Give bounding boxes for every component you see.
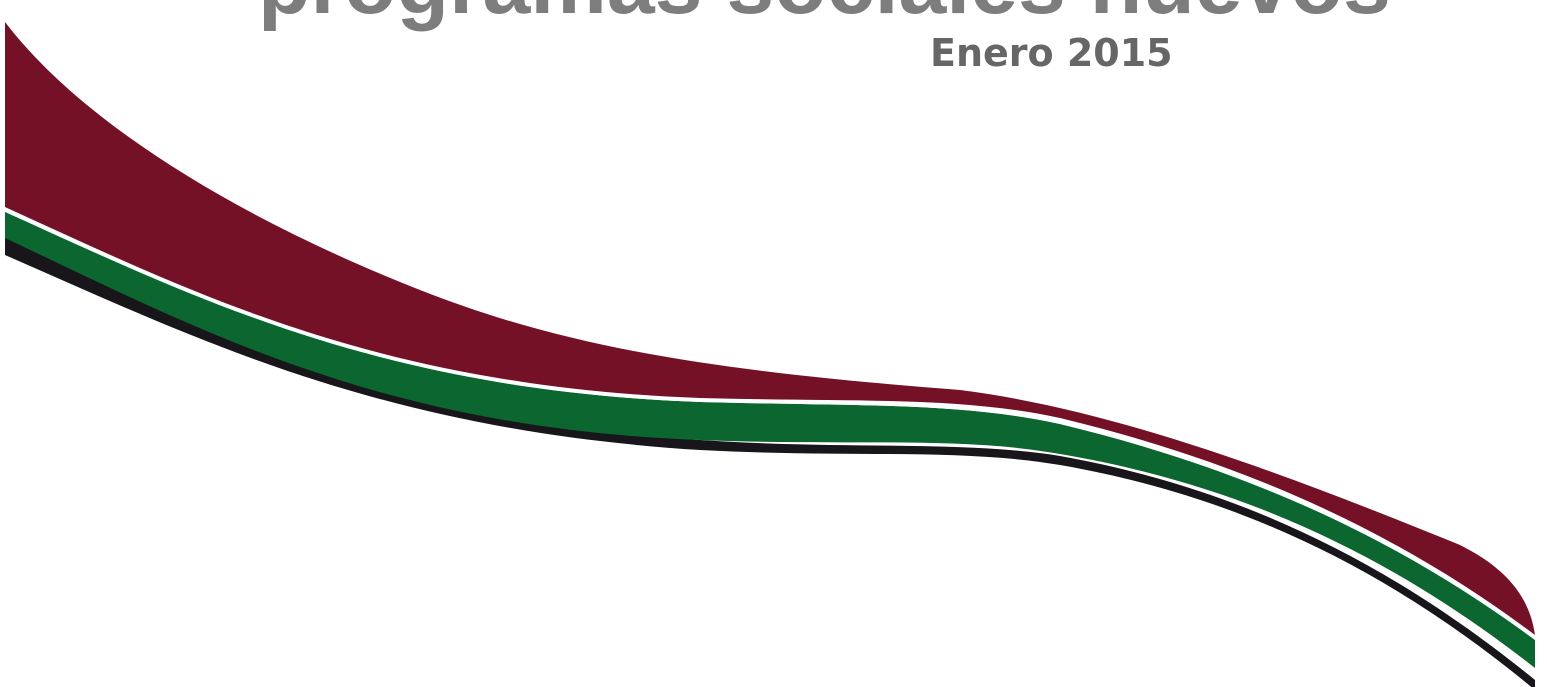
slide-date: Enero 2015 xyxy=(930,31,1173,75)
slide-title: programas sociales nuevos xyxy=(258,0,1391,34)
ribbon-green-band xyxy=(5,210,1535,668)
ribbon-maroon-band xyxy=(5,22,1535,635)
